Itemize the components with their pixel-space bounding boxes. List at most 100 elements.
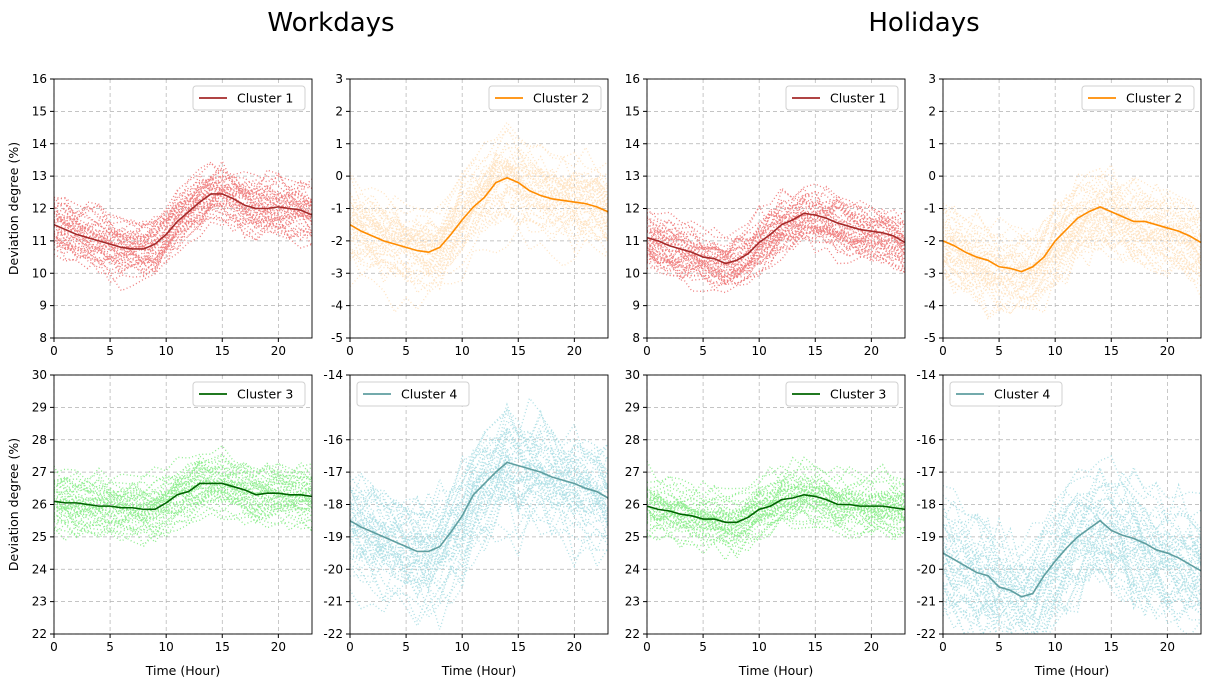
profile-line	[350, 465, 608, 564]
profile-line	[54, 475, 312, 516]
legend: Cluster 3	[785, 381, 899, 407]
y-tick-label: 1	[928, 137, 936, 151]
x-tick-label: 5	[106, 640, 114, 654]
profile-line	[647, 517, 905, 560]
profile-line	[54, 444, 312, 483]
mean-line	[350, 461, 608, 553]
subplot-workdays-cluster-1: 0 5 10 15 20 8 9 10 11 12 13 14 15 16 Deviation degree…	[6, 72, 313, 358]
profile-line	[54, 181, 312, 252]
profile-line	[350, 461, 608, 590]
profile-line	[943, 173, 1201, 258]
x-tick-label: 15	[1104, 640, 1119, 654]
x-tick-label: 20	[567, 344, 582, 358]
y-tick-label: 0	[928, 169, 936, 183]
y-tick-label: -21	[323, 595, 343, 609]
profile-line	[943, 207, 1201, 284]
profile-line	[943, 465, 1201, 570]
profile-line	[350, 164, 608, 255]
profile-line	[350, 430, 608, 558]
profile-line	[350, 169, 608, 250]
legend-box	[1081, 85, 1195, 111]
y-tick-label: 23	[32, 595, 47, 609]
mean-line	[943, 206, 1201, 273]
profile-line	[943, 553, 1201, 626]
profile-line	[350, 480, 608, 586]
y-tick-label: 29	[625, 400, 640, 414]
y-tick-label: -5	[924, 331, 936, 345]
profile-line	[943, 525, 1201, 623]
x-tick-label: 20	[271, 640, 286, 654]
x-tick-label: 10	[159, 640, 174, 654]
profile-line	[943, 507, 1201, 602]
profile-line	[647, 223, 905, 279]
profile-line	[943, 455, 1201, 552]
y-tick-label: -3	[924, 266, 936, 280]
profile-line	[54, 480, 312, 524]
profile-line	[54, 489, 312, 529]
x-tick-label: 15	[808, 344, 823, 358]
individual-profiles	[54, 444, 312, 547]
profile-line	[54, 183, 312, 255]
profile-line	[943, 499, 1201, 610]
profile-line	[943, 567, 1201, 634]
profile-line	[943, 231, 1201, 311]
x-tick-label: 15	[215, 344, 230, 358]
legend-label: Cluster 2	[1126, 91, 1182, 106]
legend-box	[488, 85, 602, 111]
profile-line	[943, 213, 1201, 299]
y-tick-label: -1	[331, 202, 343, 216]
y-tick-label: -20	[323, 562, 343, 576]
subplot-holidays-cluster-1: 0 5 10 15 20 8 9 10 11 12 13 14 15 16 Cluster 1	[625, 72, 906, 358]
y-tick-label: 23	[625, 595, 640, 609]
profile-line	[647, 478, 905, 519]
profile-line	[943, 216, 1201, 284]
subplot-workdays-cluster-2: 0 5 10 15 20 -5 -4 -3 -2 -1 0 1 2 3 Cluster 2	[331, 72, 609, 358]
profile-line	[350, 461, 608, 576]
profile-line	[647, 485, 905, 526]
y-tick-label: 29	[32, 400, 47, 414]
profile-line	[350, 151, 608, 237]
y-tick-label: -22	[916, 627, 936, 641]
legend: Cluster 1	[785, 85, 899, 111]
y-tick-label: 8	[632, 331, 640, 345]
profile-line	[647, 517, 905, 562]
profile-line	[54, 490, 312, 521]
x-tick-label: 20	[1160, 640, 1175, 654]
y-tick-label: 30	[32, 368, 47, 382]
profile-line	[54, 202, 312, 272]
profile-line	[350, 189, 608, 291]
profile-line	[647, 463, 905, 502]
profile-line	[647, 501, 905, 544]
mean-line	[54, 193, 312, 250]
profile-line	[943, 520, 1201, 626]
profile-line	[647, 488, 905, 528]
profile-line	[350, 209, 608, 293]
y-tick-label: 26	[32, 498, 47, 512]
profile-line	[54, 208, 312, 272]
y-tick-label: 27	[625, 465, 640, 479]
profile-line	[350, 473, 608, 587]
legend-box	[356, 381, 470, 407]
profile-line	[350, 168, 608, 260]
x-tick-label: 5	[699, 344, 707, 358]
individual-profiles	[350, 396, 608, 632]
profile-line	[350, 196, 608, 279]
profile-line	[647, 513, 905, 552]
profile-line	[647, 483, 905, 518]
profile-line	[350, 492, 608, 614]
profile-line	[350, 408, 608, 539]
legend-label: Cluster 4	[994, 387, 1050, 402]
x-tick-label: 0	[939, 640, 947, 654]
profile-line	[350, 453, 608, 599]
profile-line	[350, 187, 608, 277]
profile-line	[54, 178, 312, 246]
profile-line	[647, 191, 905, 256]
profile-line	[54, 484, 312, 527]
y-tick-label: 28	[625, 433, 640, 447]
x-tick-label: 5	[402, 640, 410, 654]
profile-line	[943, 489, 1201, 589]
y-tick-label: -18	[916, 498, 936, 512]
profile-line	[647, 503, 905, 539]
profile-line	[647, 190, 905, 260]
x-tick-label: 5	[402, 344, 410, 358]
